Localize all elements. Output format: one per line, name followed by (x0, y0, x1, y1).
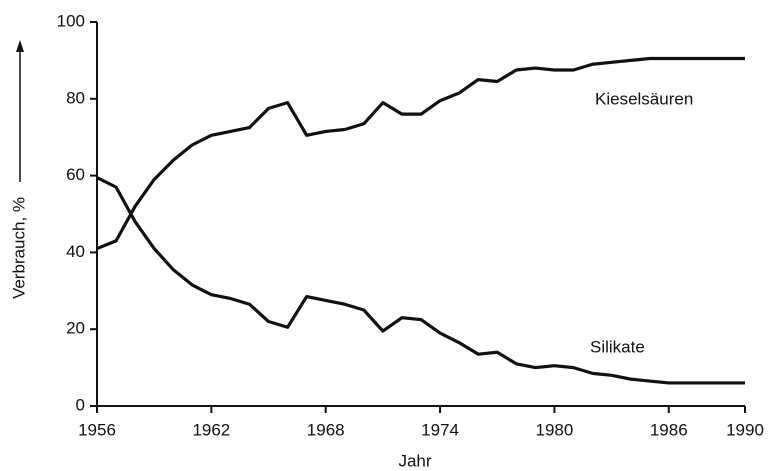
x-tick-label: 1974 (421, 420, 459, 439)
y-tick-label: 20 (66, 319, 85, 338)
x-tick-label: 1968 (307, 420, 345, 439)
axes (96, 22, 745, 407)
x-tick-label: 1986 (650, 420, 688, 439)
y-axis-label: Verbrauch, % (9, 197, 28, 299)
y-tick-label: 100 (57, 11, 85, 30)
y-tick-label: 0 (76, 395, 85, 414)
y-axis-arrowhead (16, 40, 24, 52)
x-tick-label: 1962 (192, 420, 230, 439)
series-line (96, 176, 745, 385)
x-axis-label: Jahr (398, 451, 431, 470)
y-tick-label: 60 (66, 165, 85, 184)
x-tick-label: 1980 (535, 420, 573, 439)
series-line (96, 56, 745, 251)
series-label: Silikate (590, 337, 645, 356)
series-label: Kieselsäuren (595, 89, 693, 108)
y-tick-label: 40 (66, 242, 85, 261)
x-tick-label: 1956 (78, 420, 116, 439)
x-tick-label: 1990 (726, 420, 764, 439)
y-tick-label: 80 (66, 88, 85, 107)
